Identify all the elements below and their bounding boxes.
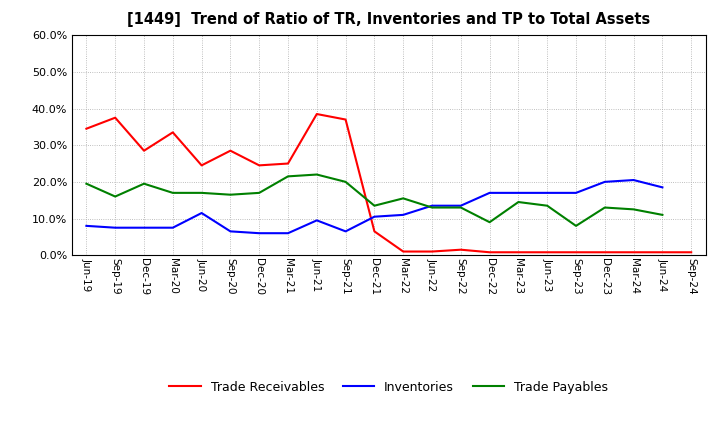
Title: [1449]  Trend of Ratio of TR, Inventories and TP to Total Assets: [1449] Trend of Ratio of TR, Inventories…: [127, 12, 650, 27]
Trade Receivables: [168, 130, 177, 135]
Trade Receivables: [82, 126, 91, 131]
Trade Payables: [485, 220, 494, 225]
Trade Payables: [341, 179, 350, 184]
Inventories: [226, 229, 235, 234]
Inventories: [485, 190, 494, 195]
Inventories: [658, 185, 667, 190]
Trade Receivables: [485, 249, 494, 255]
Trade Receivables: [456, 247, 465, 252]
Trade Receivables: [514, 249, 523, 255]
Inventories: [543, 190, 552, 195]
Trade Payables: [111, 194, 120, 199]
Trade Receivables: [370, 229, 379, 234]
Inventories: [168, 225, 177, 231]
Trade Payables: [168, 190, 177, 195]
Trade Receivables: [197, 163, 206, 168]
Line: Trade Receivables: Trade Receivables: [86, 114, 691, 252]
Trade Payables: [572, 223, 580, 228]
Inventories: [428, 203, 436, 208]
Inventories: [284, 231, 292, 236]
Trade Receivables: [226, 148, 235, 153]
Trade Payables: [514, 199, 523, 205]
Trade Payables: [658, 212, 667, 217]
Inventories: [629, 177, 638, 183]
Inventories: [572, 190, 580, 195]
Trade Receivables: [658, 249, 667, 255]
Trade Payables: [82, 181, 91, 186]
Inventories: [514, 190, 523, 195]
Inventories: [82, 223, 91, 228]
Trade Payables: [456, 205, 465, 210]
Trade Payables: [197, 190, 206, 195]
Trade Receivables: [140, 148, 148, 153]
Trade Payables: [140, 181, 148, 186]
Trade Payables: [428, 205, 436, 210]
Trade Payables: [543, 203, 552, 208]
Inventories: [140, 225, 148, 231]
Trade Receivables: [111, 115, 120, 120]
Trade Receivables: [428, 249, 436, 254]
Trade Payables: [399, 196, 408, 201]
Line: Inventories: Inventories: [86, 180, 662, 233]
Trade Receivables: [600, 249, 609, 255]
Trade Payables: [312, 172, 321, 177]
Trade Payables: [284, 174, 292, 179]
Trade Payables: [600, 205, 609, 210]
Trade Payables: [629, 207, 638, 212]
Trade Receivables: [687, 249, 696, 255]
Legend: Trade Receivables, Inventories, Trade Payables: Trade Receivables, Inventories, Trade Pa…: [164, 376, 613, 399]
Trade Receivables: [312, 111, 321, 117]
Trade Receivables: [399, 249, 408, 254]
Inventories: [399, 212, 408, 217]
Trade Payables: [226, 192, 235, 197]
Inventories: [456, 203, 465, 208]
Trade Receivables: [255, 163, 264, 168]
Line: Trade Payables: Trade Payables: [86, 175, 662, 226]
Inventories: [111, 225, 120, 231]
Trade Payables: [255, 190, 264, 195]
Trade Receivables: [543, 249, 552, 255]
Trade Receivables: [341, 117, 350, 122]
Inventories: [312, 218, 321, 223]
Trade Receivables: [284, 161, 292, 166]
Trade Payables: [370, 203, 379, 208]
Inventories: [370, 214, 379, 219]
Inventories: [255, 231, 264, 236]
Trade Receivables: [572, 249, 580, 255]
Trade Receivables: [629, 249, 638, 255]
Inventories: [197, 210, 206, 216]
Inventories: [341, 229, 350, 234]
Inventories: [600, 179, 609, 184]
